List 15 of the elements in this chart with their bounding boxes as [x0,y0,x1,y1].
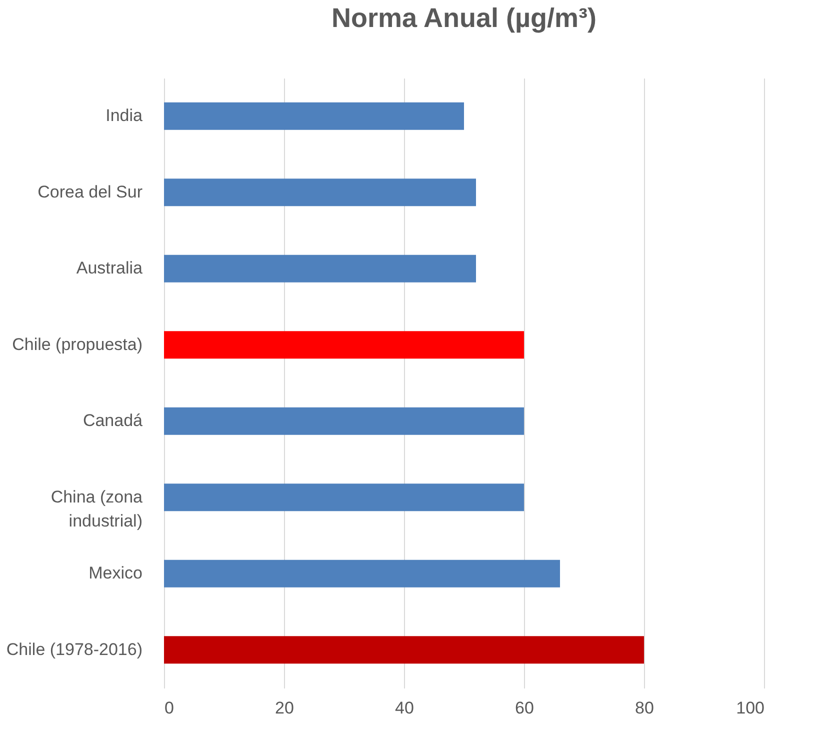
y-tick-label: India [106,106,144,126]
y-tick-label: China (zona industrial) [50,487,144,530]
y-tick-label: Canadá [82,411,144,430]
y-tick-label: Chile (1978-2016) [6,640,142,659]
y-tick-label: Corea del Sur [38,182,143,202]
y-tick-label: Chile (propuesta) [12,334,142,354]
y-tick-label: Mexico [88,564,142,583]
chart-title: Norma Anual (µg/m³) [331,3,597,33]
x-tick-label: 100 [736,698,764,718]
x-tick-label: 20 [275,698,294,718]
y-tick-label: Australia [76,258,144,278]
x-tick-label: 40 [395,698,414,718]
x-tick-label: 80 [635,698,654,718]
x-tick-label: 0 [164,698,174,718]
x-tick-label: 60 [515,698,534,718]
